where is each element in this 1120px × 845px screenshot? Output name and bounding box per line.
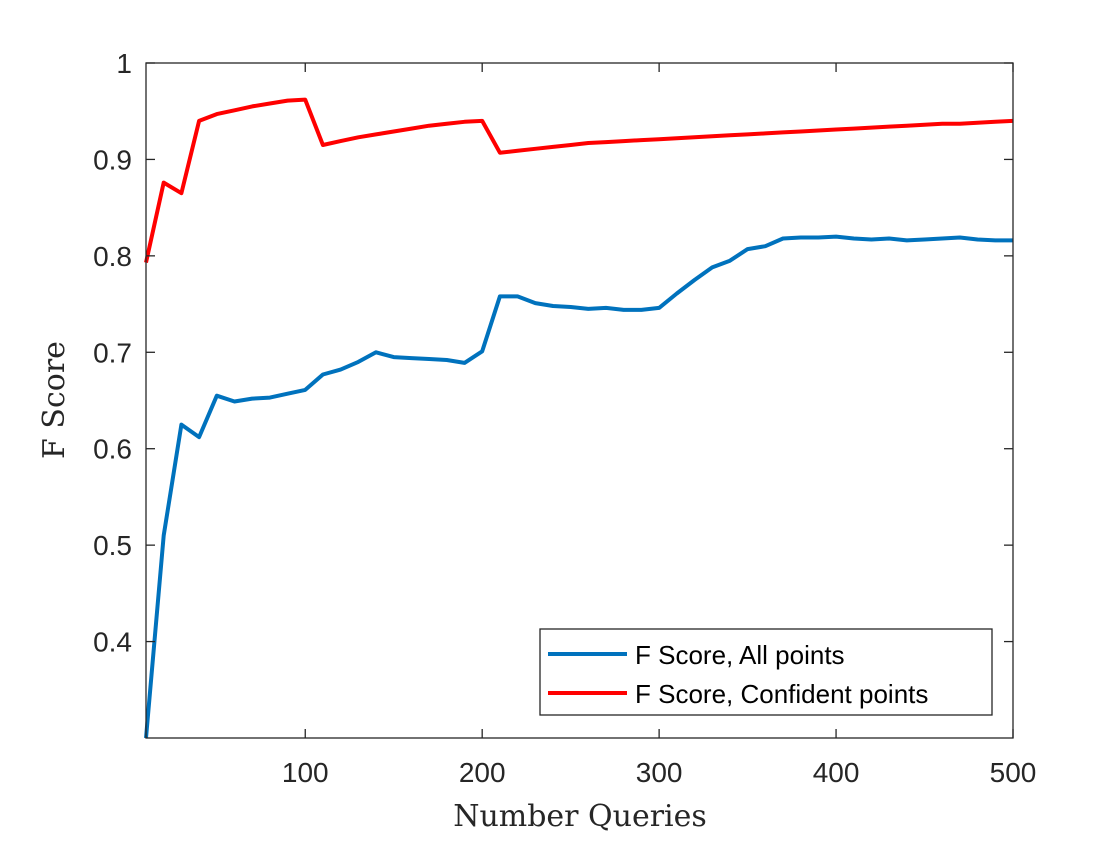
axes-frame: [145, 62, 1014, 739]
y-tick-label: 0.4: [93, 627, 132, 658]
x-tick-label: 200: [459, 757, 506, 788]
x-tick-label: 500: [990, 757, 1037, 788]
y-tick-label: 0.7: [93, 337, 132, 368]
y-tick-label: 1: [116, 48, 132, 79]
legend-box: [539, 628, 993, 716]
axes: 100 200 300 400 500 0.4 0.5 0.6 0.7 0.8 0.9 1: [93, 48, 1036, 788]
x-axis-label: Number Queries: [453, 799, 707, 834]
y-tick-label: 0.5: [93, 530, 132, 561]
y-tick-label: 0.6: [93, 434, 132, 465]
legend: F Score, All points F Score, Confident p…: [539, 628, 993, 716]
x-tick-label: 400: [813, 757, 860, 788]
y-tick-label: 0.8: [93, 241, 132, 272]
series-line-confident-points: [144, 97, 1014, 264]
legend-label-all-points: F Score, All points: [635, 640, 845, 670]
legend-label-confident-points: F Score, Confident points: [635, 679, 928, 709]
y-tick-label: 0.9: [93, 144, 132, 175]
plot-area: [144, 97, 1014, 739]
x-tick-label: 100: [282, 757, 329, 788]
y-axis-label: F Score: [37, 341, 72, 459]
series-line-all-points: [144, 234, 1013, 739]
x-tick-label: 300: [636, 757, 683, 788]
